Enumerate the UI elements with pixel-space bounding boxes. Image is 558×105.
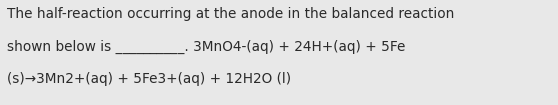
Text: (s)→3Mn2+(aq) + 5Fe3+(aq) + 12H2O (l): (s)→3Mn2+(aq) + 5Fe3+(aq) + 12H2O (l) [7,72,291,86]
Text: shown below is __________. 3MnO4-(aq) + 24H+(aq) + 5Fe: shown below is __________. 3MnO4-(aq) + … [7,40,406,54]
Text: The half-reaction occurring at the anode in the balanced reaction: The half-reaction occurring at the anode… [7,7,455,21]
